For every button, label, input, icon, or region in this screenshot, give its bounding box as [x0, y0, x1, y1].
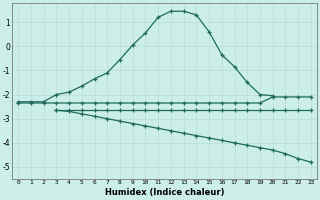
X-axis label: Humidex (Indice chaleur): Humidex (Indice chaleur)	[105, 188, 224, 197]
